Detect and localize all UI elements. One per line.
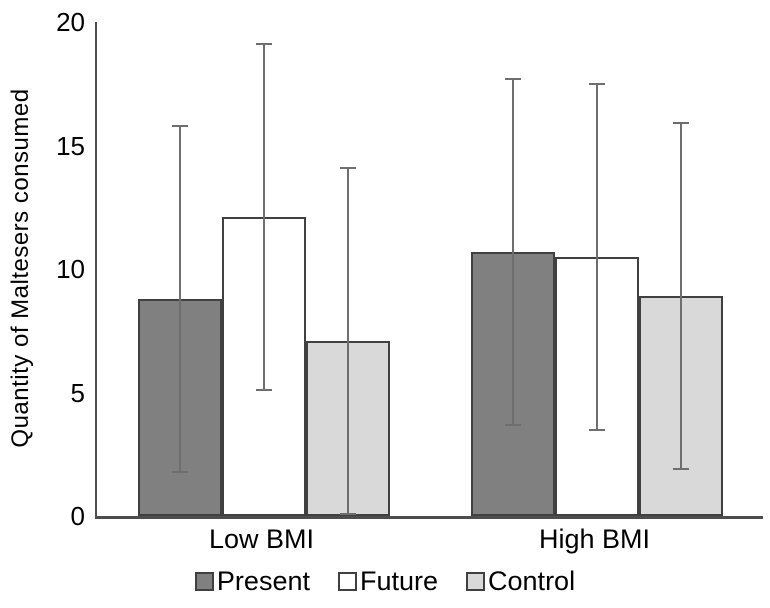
legend-item-present: Present — [194, 566, 310, 597]
error-bar — [679, 123, 682, 470]
plot-area — [95, 22, 763, 519]
legend-swatch-control-icon — [466, 572, 486, 591]
error-bar-cap — [504, 423, 521, 426]
error-bar — [178, 125, 181, 472]
x-category-label: Low BMI — [208, 524, 315, 554]
legend-label: Present — [216, 566, 310, 596]
y-tick-label: 20 — [56, 7, 85, 37]
y-tick-label: 5 — [70, 377, 85, 408]
error-bar-cap — [255, 43, 272, 46]
error-bar-cap — [339, 512, 356, 515]
legend-label: Control — [488, 566, 576, 596]
error-bar — [346, 167, 349, 514]
error-bar — [595, 83, 598, 430]
error-bar — [511, 78, 514, 425]
error-bar-cap — [339, 166, 356, 169]
error-bar-cap — [588, 428, 605, 431]
error-bar-cap — [504, 77, 521, 80]
error-bar-cap — [255, 389, 272, 392]
legend-item-future: Future — [337, 566, 439, 597]
legend-item-control: Control — [466, 566, 575, 597]
chart-legend: Present Future Control — [0, 566, 770, 597]
y-tick-label: 15 — [56, 130, 85, 161]
legend-swatch-future-icon — [337, 572, 357, 591]
legend-label: Future — [359, 566, 439, 596]
x-category-label: High BMI — [538, 524, 651, 554]
error-bar-cap — [171, 470, 188, 473]
error-bar-cap — [588, 82, 605, 85]
y-tick-label: 0 — [70, 501, 85, 531]
error-bar-cap — [672, 122, 689, 125]
y-tick-label: 10 — [56, 254, 85, 284]
legend-swatch-present-icon — [194, 572, 214, 591]
error-bar-cap — [672, 468, 689, 471]
error-bar-cap — [171, 124, 188, 127]
error-bar — [262, 44, 265, 391]
